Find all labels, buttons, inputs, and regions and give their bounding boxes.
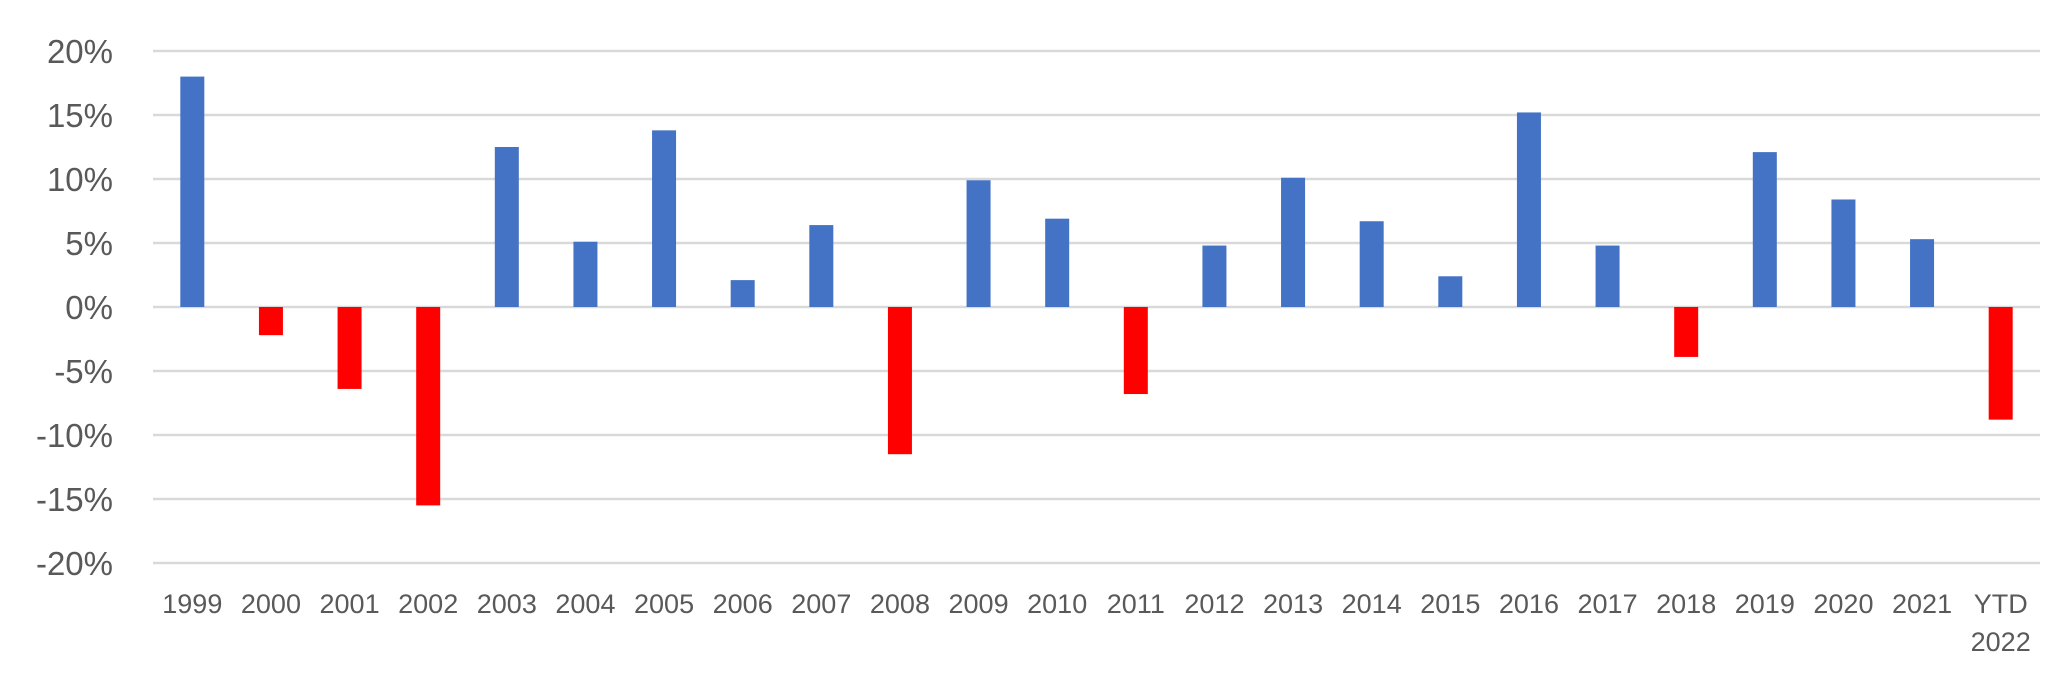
- bar: [573, 241, 598, 307]
- y-tick-label: 20%: [47, 33, 113, 70]
- bar: [1045, 218, 1070, 307]
- bar: [1281, 177, 1306, 307]
- x-tick-label: 2000: [241, 589, 301, 619]
- bar: [1595, 245, 1620, 307]
- bar: [966, 180, 991, 307]
- bar: [416, 307, 441, 506]
- bar: [1438, 276, 1463, 307]
- x-tick-label: 2018: [1656, 589, 1716, 619]
- bar: [1359, 221, 1384, 307]
- bar: [337, 307, 362, 389]
- x-tick-label: 2010: [1027, 589, 1087, 619]
- bar: [809, 225, 834, 307]
- x-tick-label: 2004: [555, 589, 615, 619]
- x-axis-tick-labels: 1999 2000 2001 2002 2003 2004 2005 2006 2007 2008…: [162, 589, 2030, 657]
- x-tick-label: YTD 2022: [1971, 589, 2031, 657]
- x-tick-label: 2001: [320, 589, 380, 619]
- y-tick-label: 10%: [47, 161, 113, 198]
- x-tick-label: 2014: [1342, 589, 1402, 619]
- x-tick-label: 2016: [1499, 589, 1559, 619]
- bar: [180, 76, 205, 307]
- y-tick-label: 0%: [65, 289, 113, 326]
- y-tick-label: -20%: [36, 545, 113, 582]
- bar: [887, 307, 912, 455]
- bar: [1674, 307, 1699, 357]
- x-tick-label: 2003: [477, 589, 537, 619]
- bar: [494, 147, 519, 307]
- x-tick-label: 2007: [791, 589, 851, 619]
- x-tick-label: 2013: [1263, 589, 1323, 619]
- x-tick-label: 2019: [1735, 589, 1795, 619]
- x-tick-label: 2021: [1892, 589, 1952, 619]
- bar: [730, 280, 755, 307]
- y-axis-tick-labels: 20% 15% 10% 5% 0% -5% -10% -15% -20%: [36, 33, 113, 582]
- x-tick-label: 2009: [949, 589, 1009, 619]
- x-tick-label: 2011: [1107, 589, 1165, 619]
- y-tick-label: 5%: [65, 225, 113, 262]
- bar: [1123, 307, 1148, 395]
- x-tick-label: 2017: [1578, 589, 1638, 619]
- x-tick-label: 2020: [1813, 589, 1873, 619]
- x-tick-label: 2006: [713, 589, 773, 619]
- bar: [1831, 199, 1856, 307]
- bars: [180, 76, 2013, 506]
- x-tick-label: 1999: [162, 589, 222, 619]
- x-tick-label: 2008: [870, 589, 930, 619]
- bar: [1752, 152, 1777, 307]
- x-tick-label: 2015: [1420, 589, 1480, 619]
- bar: [652, 130, 677, 307]
- bar: [258, 307, 283, 336]
- y-tick-label: -10%: [36, 417, 113, 454]
- y-tick-label: -15%: [36, 481, 113, 518]
- bar: [1910, 239, 1935, 307]
- x-tick-label: 2002: [398, 589, 458, 619]
- y-tick-label: -5%: [54, 353, 113, 390]
- x-tick-label: 2005: [634, 589, 694, 619]
- bar: [1988, 307, 2013, 420]
- x-tick-label: 2012: [1184, 589, 1244, 619]
- bar: [1516, 112, 1541, 307]
- gridlines: [153, 49, 2040, 565]
- y-tick-label: 15%: [47, 97, 113, 134]
- bar: [1202, 245, 1227, 307]
